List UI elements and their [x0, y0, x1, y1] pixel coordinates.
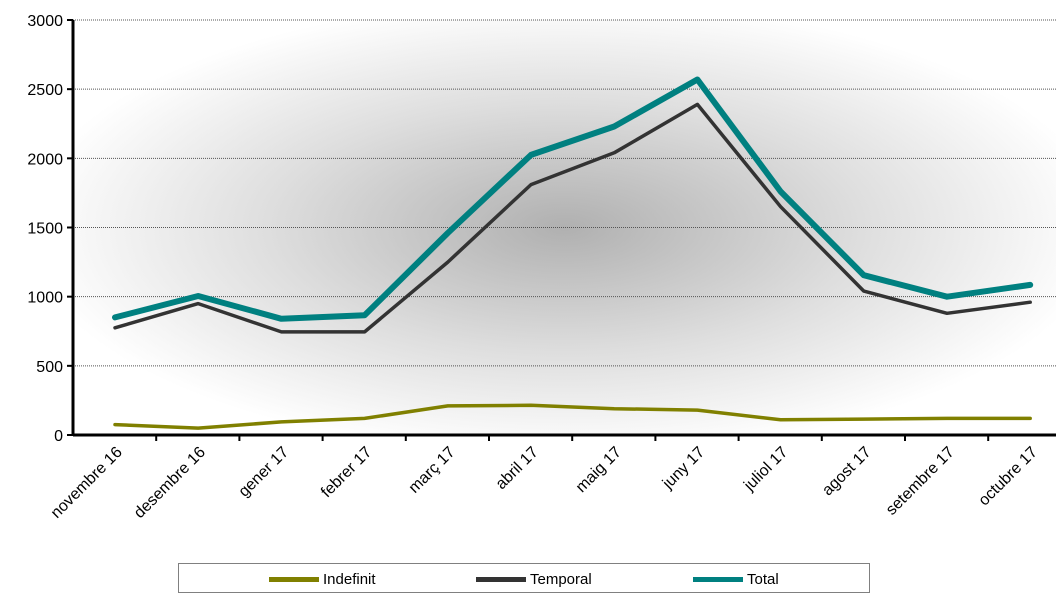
y-tick-label: 0: [54, 428, 63, 445]
x-tick-label: abril 17: [493, 444, 542, 493]
y-tick-label: 2000: [27, 151, 63, 168]
legend-swatch-temporal: [476, 577, 526, 582]
x-tick-label: maig 17: [573, 444, 625, 496]
plot-area: [73, 20, 1056, 435]
legend: Indefinit Temporal Total: [178, 563, 870, 593]
x-tick-label: setembre 17: [883, 444, 958, 519]
legend-item-temporal: Temporal: [476, 570, 592, 588]
y-tick-label: 500: [36, 359, 63, 376]
y-tick-label: 1000: [27, 290, 63, 307]
x-tick-label: novembre 16: [48, 444, 126, 522]
y-tick-label: 1500: [27, 221, 63, 238]
y-axis-ticks: 0 500 1000 1500 2000 2500 3000: [27, 13, 73, 445]
x-tick-label: desembre 16: [131, 444, 209, 522]
legend-swatch-total: [693, 577, 743, 582]
x-tick-label: juliol 17: [740, 444, 791, 495]
legend-label: Temporal: [530, 571, 592, 588]
y-tick-label: 2500: [27, 82, 63, 99]
x-tick-label: juny 17: [659, 444, 708, 493]
legend-item-total: Total: [693, 570, 779, 588]
x-tick-label: octubre 17: [976, 444, 1042, 510]
y-tick-label: 3000: [27, 13, 63, 30]
legend-swatch-indefinit: [269, 577, 319, 582]
x-tick-label: febrer 17: [318, 444, 375, 501]
x-tick-label: març 17: [406, 444, 459, 497]
legend-label: Indefinit: [323, 571, 376, 588]
legend-label: Total: [747, 571, 779, 588]
x-tick-label: agost 17: [819, 444, 874, 499]
x-tick-label: gener 17: [236, 444, 293, 501]
legend-item-indefinit: Indefinit: [269, 570, 376, 588]
